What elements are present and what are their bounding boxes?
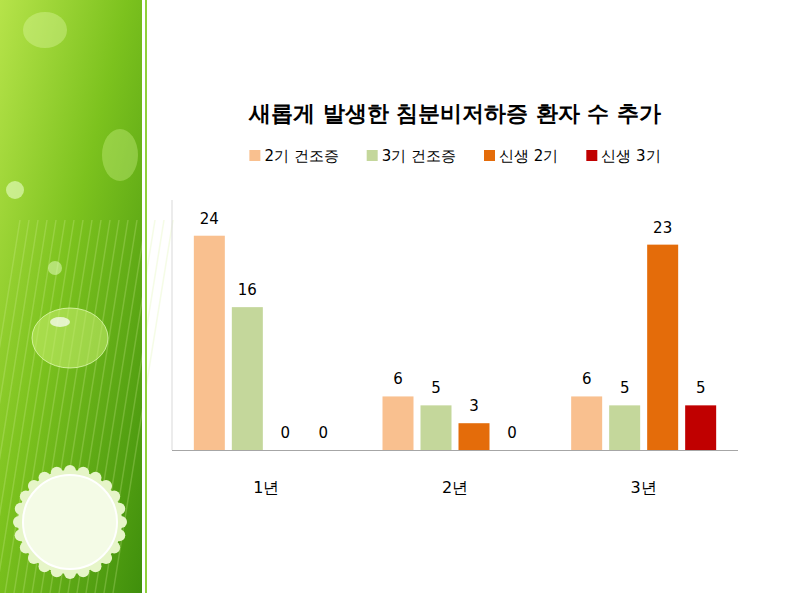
x-axis-line [172, 450, 738, 451]
bar [647, 245, 678, 450]
data-label: 5 [696, 379, 706, 397]
data-label: 16 [238, 281, 257, 299]
legend: 2기 건조증 3기 건조증 신생 2기 신생 3기 [249, 147, 660, 165]
y-axis-line [172, 200, 173, 450]
bars [194, 236, 716, 450]
bar [232, 307, 263, 450]
scallop-base [18, 470, 122, 574]
data-labels: 24 6 6 16 5 5 0 3 23 0 0 5 [200, 210, 706, 442]
legend-label: 2기 건조증 [264, 147, 338, 165]
droplet-shine [50, 317, 70, 327]
legend-label: 3기 건조증 [382, 147, 456, 165]
circle-badge [23, 475, 117, 569]
side-panel [0, 0, 142, 593]
decoration [0, 0, 173, 593]
data-label: 5 [431, 379, 441, 397]
bar [497, 450, 528, 451]
droplet [6, 181, 24, 199]
bar [571, 396, 602, 450]
bar [685, 405, 716, 450]
data-label: 0 [281, 424, 291, 442]
bar [194, 236, 225, 450]
droplet [32, 308, 108, 368]
bar [609, 405, 640, 450]
droplet [102, 129, 138, 181]
legend-swatch [249, 150, 260, 161]
legend-label: 신생 3기 [601, 147, 660, 165]
x-tick-label: 2년 [442, 478, 468, 497]
data-label: 23 [653, 219, 672, 237]
bar [421, 405, 452, 450]
bar [383, 396, 414, 450]
bar [459, 423, 490, 450]
droplet [23, 12, 67, 48]
legend-swatch [367, 150, 378, 161]
legend-swatch [586, 150, 597, 161]
panel-edge [145, 0, 147, 593]
data-label: 0 [507, 424, 517, 442]
droplet [48, 261, 62, 275]
chart-svg: 새롭게 발생한 침분비저하증 환자 수 추가 2기 건조증 3기 건조증 신생 2기 신… [0, 0, 795, 593]
x-tick-label: 1년 [253, 478, 279, 497]
x-tick-label: 3년 [631, 478, 657, 497]
data-label: 6 [582, 370, 592, 388]
chart-title: 새롭게 발생한 침분비저하증 환자 수 추가 [248, 101, 661, 126]
chart-root: 새롭게 발생한 침분비저하증 환자 수 추가 2기 건조증 3기 건조증 신생 2기 신… [0, 0, 795, 593]
bar [308, 450, 339, 451]
data-label: 6 [393, 370, 403, 388]
data-label: 5 [620, 379, 630, 397]
data-label: 3 [469, 397, 479, 415]
legend-swatch [484, 150, 495, 161]
legend-label: 신생 2기 [499, 147, 558, 165]
bar [270, 450, 301, 451]
data-label: 0 [319, 424, 329, 442]
data-label: 24 [200, 210, 219, 228]
panel-edge [142, 0, 145, 593]
